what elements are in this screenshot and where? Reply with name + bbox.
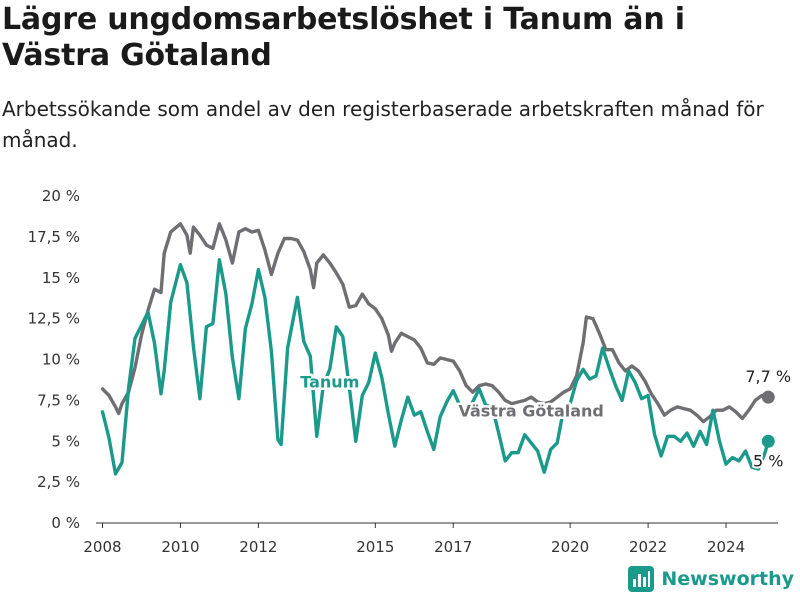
chart-subtitle: Arbetssökande som andel av den registerb…	[2, 97, 764, 152]
y-tick-label: 10 %	[42, 351, 80, 369]
x-tick-label: 2022	[629, 538, 667, 556]
y-axis: 0 % 2,5 % 5 % 7,5 % 10 % 12,5 % 15 % 17,5 % 20 %	[28, 187, 80, 532]
series-label-västra-götaland: Västra Götaland	[458, 402, 603, 421]
x-tick-label: 2024	[707, 538, 745, 556]
end-value-label-västra-götaland: 7,7 %	[745, 367, 791, 386]
bar-chart-icon	[628, 566, 655, 592]
y-tick-label: 17,5 %	[28, 228, 80, 246]
series-labels: Västra Götaland Tanum	[298, 370, 607, 423]
x-axis: 2008 2010 2012 2015 2017 2020 2022 2024	[83, 522, 778, 556]
newsworthy-logo: Newsworthy	[628, 566, 794, 592]
end-marker-västra-götaland	[761, 390, 775, 404]
brand-name: Newsworthy	[661, 568, 794, 590]
y-tick-label: 20 %	[42, 187, 80, 205]
series-lines	[100, 222, 770, 476]
y-tick-label: 0 %	[51, 514, 80, 532]
x-tick-label: 2020	[551, 538, 589, 556]
x-tick-label: 2010	[161, 538, 199, 556]
y-tick-label: 2,5 %	[37, 473, 80, 491]
end-value-label-tanum: 5 %	[753, 451, 783, 470]
x-tick-label: 2012	[239, 538, 277, 556]
series-line-tanum	[100, 258, 770, 476]
y-tick-label: 15 %	[42, 269, 80, 287]
y-tick-label: 5 %	[51, 432, 80, 450]
x-tick-label: 2017	[434, 538, 472, 556]
series-label-tanum: Tanum	[300, 372, 359, 391]
end-markers: 7,7 % 5 %	[743, 365, 793, 472]
chart-title: Lägre ungdomsarbetslöshet i Tanum än i V…	[2, 2, 685, 73]
y-tick-label: 7,5 %	[37, 391, 80, 409]
series-line-västra-götaland	[100, 222, 770, 424]
x-tick-label: 2015	[356, 538, 394, 556]
x-tick-label: 2008	[83, 538, 121, 556]
end-marker-tanum	[761, 434, 775, 448]
y-tick-label: 12,5 %	[28, 310, 80, 328]
